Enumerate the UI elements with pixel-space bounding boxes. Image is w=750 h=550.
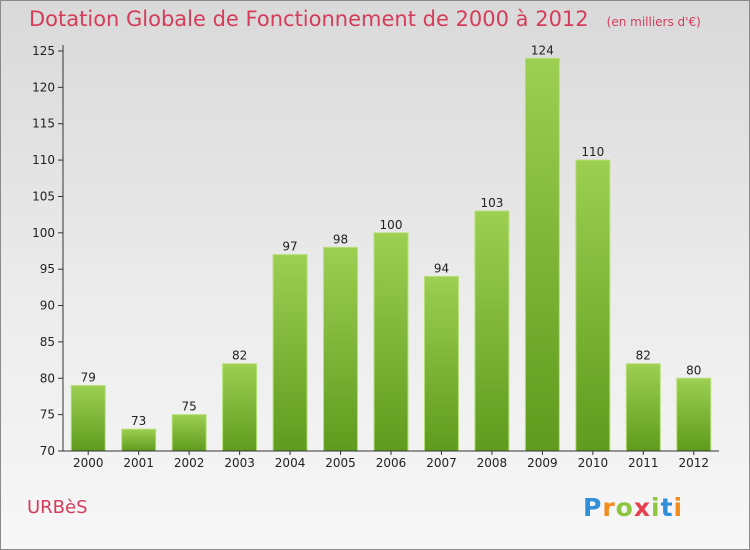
bar-2002 — [171, 414, 207, 452]
logo-letter: P — [583, 493, 603, 522]
x-tick-label-2008: 2008 — [477, 456, 508, 470]
y-tick-label: 120 — [32, 80, 55, 94]
value-label-2009: 124 — [531, 43, 554, 57]
value-label-2008: 103 — [480, 196, 503, 210]
x-tick-label-2005: 2005 — [325, 456, 356, 470]
bar-2006 — [373, 232, 409, 452]
logo-letter: x — [633, 493, 651, 522]
value-label-2002: 75 — [182, 400, 197, 414]
bar-2009 — [524, 57, 560, 452]
y-tick-label: 105 — [32, 189, 55, 203]
x-tick-label-2010: 2010 — [578, 456, 609, 470]
labels-group: 79 73 75 82 97 98 100 94 103 124 110 82 80 — [81, 43, 702, 428]
value-label-2003: 82 — [232, 349, 247, 363]
x-tick-label-2001: 2001 — [123, 456, 154, 470]
x-tick-label-2009: 2009 — [527, 456, 558, 470]
bar-2001 — [121, 428, 157, 452]
bar-2000 — [70, 385, 106, 452]
y-tick-label: 115 — [32, 117, 55, 131]
bar-2004 — [272, 254, 308, 452]
unit-note: (en milliers d'€) — [606, 15, 701, 29]
x-tick-label-2006: 2006 — [376, 456, 407, 470]
value-label-2007: 94 — [434, 261, 449, 275]
x-tick-label-2011: 2011 — [628, 456, 659, 470]
value-label-2000: 79 — [81, 371, 96, 385]
y-tick-label: 95 — [40, 262, 55, 276]
bar-2003 — [222, 363, 258, 452]
value-label-2010: 110 — [581, 145, 604, 159]
logo-letter: r — [602, 493, 616, 522]
y-tick-label: 70 — [40, 444, 55, 458]
y-tick-label: 110 — [32, 153, 55, 167]
value-label-2011: 82 — [636, 349, 651, 363]
y-tick-label: 80 — [40, 371, 55, 385]
y-tick-label: 85 — [40, 335, 55, 349]
bars-group — [70, 57, 712, 452]
bar-2012 — [676, 377, 712, 452]
logo-letter: i — [651, 493, 661, 522]
y-tick-label: 125 — [32, 44, 55, 58]
logo-letter: o — [615, 493, 634, 522]
value-label-2006: 100 — [380, 218, 403, 232]
x-tick-label-2002: 2002 — [174, 456, 205, 470]
x-tick-label-2003: 2003 — [224, 456, 255, 470]
x-tick-label-2007: 2007 — [426, 456, 457, 470]
y-tick-label: 75 — [40, 408, 55, 422]
value-label-2005: 98 — [333, 232, 348, 246]
chart-title: Dotation Globale de Fonctionnement de 20… — [29, 7, 701, 31]
bar-2008 — [474, 210, 510, 452]
proxiti-logo: Proxiti — [583, 493, 683, 522]
bar-2011 — [625, 363, 661, 452]
y-tick-label: 90 — [40, 299, 55, 313]
logo-letter: i — [673, 493, 684, 522]
value-label-2004: 97 — [282, 240, 297, 254]
bar-2007 — [423, 275, 459, 452]
x-tick-label-2004: 2004 — [275, 456, 306, 470]
bar-2010 — [575, 159, 611, 452]
value-label-2001: 73 — [131, 414, 146, 428]
bar-2005 — [323, 246, 359, 452]
x-tick-label-2000: 2000 — [73, 456, 104, 470]
commune-name: URBèS — [27, 497, 88, 518]
x-tick-label-2012: 2012 — [678, 456, 709, 470]
value-label-2012: 80 — [686, 363, 701, 377]
axes-group: 70 75 80 85 90 95 100 105 110 115 120 125 2000 2001 20… — [32, 44, 719, 470]
logo-letter: t — [660, 493, 674, 522]
y-tick-label: 100 — [32, 226, 55, 240]
title-text: Dotation Globale de Fonctionnement de 20… — [29, 7, 589, 31]
